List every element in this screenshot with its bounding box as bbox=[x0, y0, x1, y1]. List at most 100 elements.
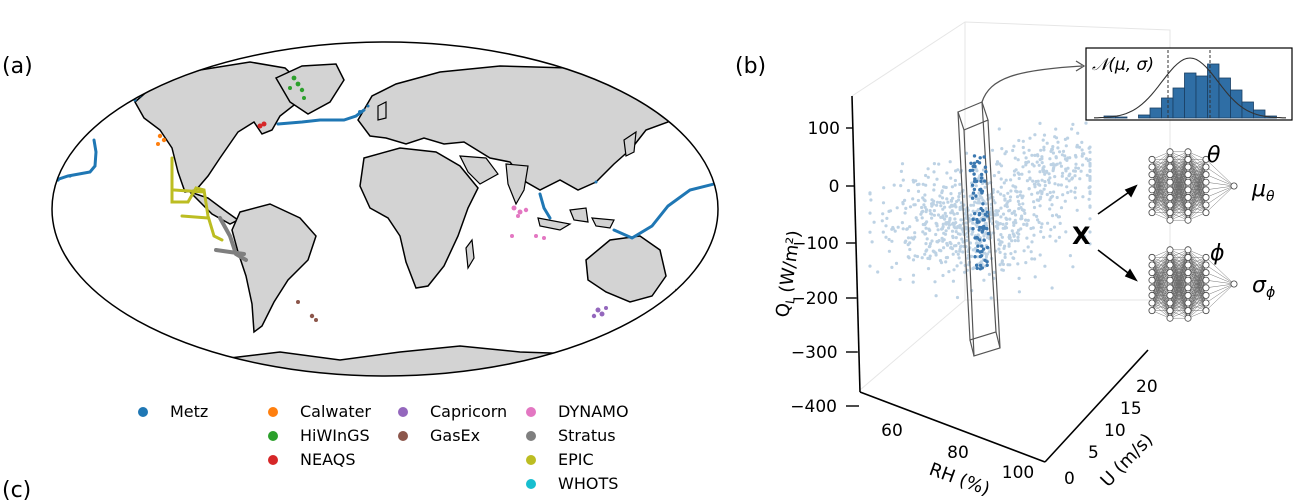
scatter-point bbox=[950, 209, 954, 213]
nn-edge bbox=[1169, 249, 1189, 311]
scatter-point bbox=[1016, 262, 1020, 266]
scatter-point bbox=[1013, 250, 1017, 254]
scatter-point bbox=[1022, 151, 1026, 155]
scatter-point bbox=[926, 267, 931, 271]
scatter-point bbox=[906, 255, 910, 259]
scatter-point bbox=[1033, 275, 1037, 279]
scatter-point bbox=[1026, 245, 1030, 249]
legend-item-dynamo: DYNAMO bbox=[526, 402, 629, 421]
scatter-point bbox=[921, 182, 925, 186]
curved-arrow bbox=[981, 65, 1083, 103]
panel-label-b: (b) bbox=[735, 54, 767, 79]
scatter-point bbox=[899, 184, 903, 188]
nn-node bbox=[1202, 178, 1210, 186]
scatter-point bbox=[932, 170, 936, 174]
scatter-point bbox=[1003, 255, 1007, 259]
scatter-point bbox=[972, 266, 976, 270]
scatter-point bbox=[1020, 214, 1024, 218]
scatter-point bbox=[1001, 268, 1005, 272]
scatter-point bbox=[1088, 150, 1092, 154]
scatter-point bbox=[928, 209, 932, 213]
scatter-point bbox=[1064, 230, 1068, 234]
highlight-point bbox=[985, 245, 990, 250]
scatter-point bbox=[924, 208, 929, 212]
highlight-point bbox=[985, 263, 989, 267]
scatter-point bbox=[954, 221, 958, 225]
nn-edge bbox=[1151, 151, 1171, 175]
nn-node bbox=[1166, 269, 1174, 277]
scatter-point bbox=[994, 209, 998, 213]
scatter-point bbox=[1073, 186, 1078, 190]
nn-node bbox=[1166, 148, 1174, 156]
phi-label: ϕ bbox=[1210, 241, 1225, 266]
nn-node bbox=[1166, 209, 1174, 217]
nn-node bbox=[1148, 261, 1156, 269]
scatter-point bbox=[1035, 198, 1039, 202]
scatter-point bbox=[984, 221, 988, 225]
highlight-point bbox=[977, 211, 982, 216]
scatter-point bbox=[1030, 192, 1034, 196]
legend-item-hiwings: HiWInGS bbox=[268, 426, 370, 445]
scatter-point bbox=[1088, 174, 1092, 179]
scatter-point bbox=[954, 169, 958, 173]
nn-node bbox=[1166, 155, 1174, 163]
scatter-point bbox=[1058, 221, 1062, 225]
scatter-point bbox=[924, 226, 928, 230]
scatter-point bbox=[913, 231, 917, 235]
scatter-point bbox=[1022, 249, 1026, 253]
scatter-point bbox=[944, 260, 948, 264]
nn-edge bbox=[1187, 189, 1207, 221]
scatter-point bbox=[1028, 136, 1032, 140]
scatter-point bbox=[998, 250, 1002, 254]
legend-label: NEAQS bbox=[300, 450, 356, 469]
scatter-point bbox=[1046, 221, 1050, 225]
scatter-point bbox=[1049, 163, 1053, 167]
scatter-point bbox=[941, 273, 945, 278]
x-axis-label: RH (%) bbox=[926, 459, 992, 496]
scatter-point bbox=[1048, 190, 1052, 195]
legend: Metz Calwater HiWInGS NEAQS Capricorn Ga… bbox=[138, 402, 629, 493]
scatter-point bbox=[911, 273, 916, 277]
nn-edge bbox=[1151, 280, 1171, 311]
nn-edge bbox=[1169, 249, 1189, 281]
nn-edge bbox=[1187, 257, 1207, 273]
legend-label: HiWInGS bbox=[300, 426, 370, 445]
nn-edge bbox=[1169, 249, 1189, 273]
scatter-point bbox=[982, 278, 986, 282]
scatter-point bbox=[996, 209, 1001, 213]
scatter-point bbox=[947, 221, 951, 225]
scatter-point bbox=[1088, 168, 1092, 172]
scatter-point bbox=[1045, 170, 1049, 174]
scatter-point bbox=[1006, 191, 1010, 195]
nn-node bbox=[1148, 201, 1156, 209]
highlight-point bbox=[978, 238, 982, 242]
scatter-point bbox=[1055, 195, 1059, 200]
nn-node bbox=[1184, 155, 1192, 163]
scatter-point bbox=[923, 205, 927, 209]
nn-edge bbox=[1151, 287, 1171, 311]
nn-edge bbox=[1187, 302, 1207, 319]
scatter-point bbox=[884, 235, 888, 239]
highlight-point bbox=[969, 161, 973, 165]
scatter-point bbox=[935, 177, 939, 181]
scatter-point bbox=[1033, 133, 1037, 137]
scatter-point bbox=[922, 203, 926, 207]
nn-edge bbox=[1205, 185, 1235, 206]
y-axis-ticks: 0 5 10 15 20 bbox=[1064, 377, 1158, 489]
scatter-point bbox=[1039, 230, 1043, 234]
scatter-point bbox=[952, 244, 957, 248]
scatter-point bbox=[1055, 162, 1059, 166]
scatter-point bbox=[1024, 156, 1028, 160]
scatter-point bbox=[999, 192, 1003, 196]
scatter-point bbox=[1040, 155, 1044, 159]
scatter-point bbox=[932, 162, 936, 166]
scatter-point bbox=[1054, 213, 1059, 217]
z-axis-ticks: 100 0 −100 −200 −300 −400 bbox=[790, 119, 859, 417]
scatter-point bbox=[932, 199, 936, 203]
scatter-point bbox=[944, 222, 948, 226]
scatter-point bbox=[944, 229, 948, 233]
scatter-point bbox=[985, 224, 989, 228]
scatter-point bbox=[998, 222, 1002, 226]
nn-node bbox=[1166, 246, 1174, 254]
scatter-point bbox=[957, 256, 961, 260]
